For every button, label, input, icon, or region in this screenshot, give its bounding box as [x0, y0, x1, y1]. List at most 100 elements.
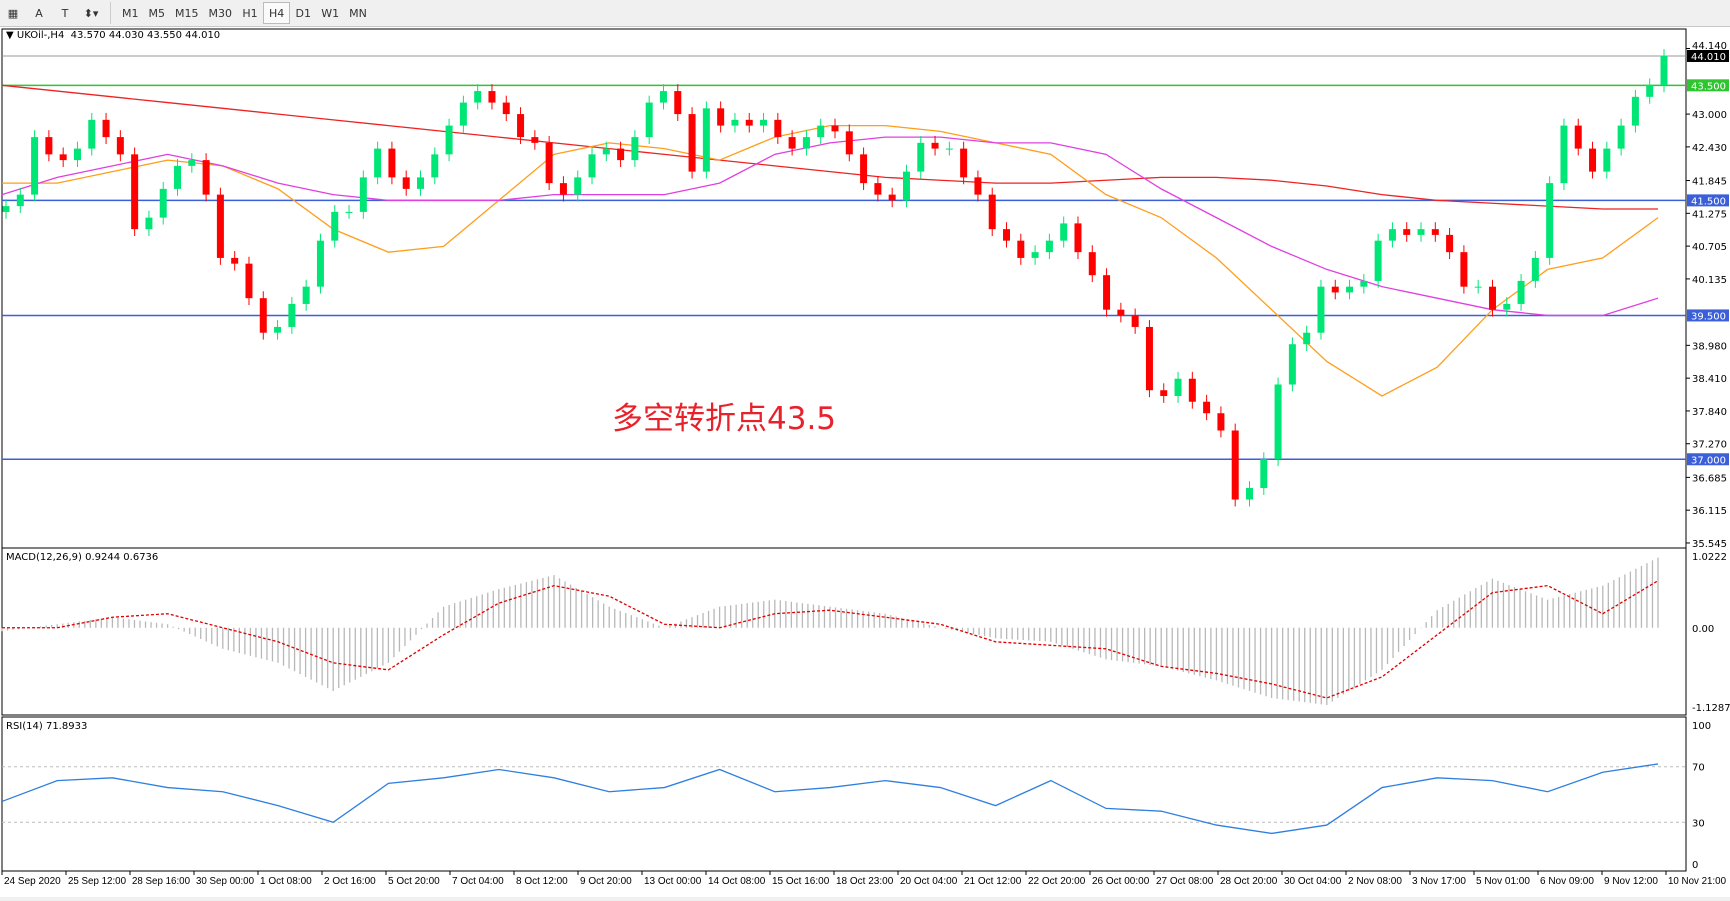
time-label: 27 Oct 08:00 [1156, 876, 1214, 887]
time-label: 9 Nov 12:00 [1604, 876, 1658, 887]
timeframe-h4[interactable]: H4 [263, 2, 291, 24]
timeframe-h1[interactable]: H1 [242, 6, 258, 20]
price-tick-label: 40.135 [1692, 275, 1727, 286]
candle-body [1060, 223, 1068, 241]
time-label: 2 Nov 08:00 [1348, 876, 1402, 887]
text-label-tool-button[interactable]: T [61, 6, 69, 20]
candle-body [1560, 125, 1568, 184]
level-price-tag [1687, 194, 1729, 207]
candle-body [445, 125, 453, 155]
level-price-label: 43.500 [1691, 81, 1726, 92]
candle-body [1617, 125, 1625, 149]
candle-body [1246, 488, 1253, 500]
rsi-tick-label: 30 [1692, 818, 1705, 829]
candle-body [188, 160, 196, 166]
current-price-tag [1687, 49, 1729, 62]
candle-body [231, 257, 239, 264]
candle-body [845, 131, 853, 155]
candle-body [216, 194, 224, 258]
candle-body [974, 177, 982, 195]
chart-canvas[interactable]: 44.140 43.000 42.430 41.845 41.275 40.705 40.1… [0, 27, 1730, 897]
time-label: 1 Oct 08:00 [260, 876, 312, 887]
price-tick-label: 42.430 [1692, 143, 1727, 154]
candle-body [574, 177, 582, 195]
candle-body [917, 142, 925, 172]
timeframe-m5[interactable]: M5 [148, 6, 166, 20]
timeframe-m30[interactable]: M30 [208, 6, 233, 20]
candle-body [1117, 309, 1125, 316]
candle-body [1131, 315, 1139, 327]
timeframe-w1[interactable]: W1 [321, 6, 340, 20]
candle-body [659, 91, 667, 103]
candle-body [1474, 286, 1482, 288]
rsi-tick-label: 70 [1692, 763, 1705, 774]
candle-body [1103, 275, 1111, 310]
timeframe-d1[interactable]: D1 [295, 6, 312, 20]
price-tick-label: 36.115 [1692, 506, 1727, 517]
candle-body [1503, 303, 1511, 310]
timeframe-m1[interactable]: M1 [122, 6, 139, 20]
candle-body [159, 188, 167, 218]
candle-body [1488, 286, 1496, 310]
candle-body [1631, 96, 1639, 126]
candle-body [1431, 229, 1439, 235]
candle-body [245, 263, 253, 299]
candle-body [288, 303, 296, 327]
candle-body [374, 148, 382, 178]
candle-body [1360, 280, 1368, 287]
time-label: 5 Oct 20:00 [388, 876, 440, 887]
grid-icon[interactable]: ▦ [7, 6, 19, 20]
candle-body [45, 137, 53, 155]
time-label: 6 Nov 09:00 [1540, 876, 1594, 887]
time-label: 18 Oct 23:00 [836, 876, 894, 887]
candle-body [1346, 286, 1354, 293]
candle-body [1517, 280, 1525, 304]
candle-body [731, 119, 739, 126]
macd-tick-label: 0.00 [1692, 624, 1714, 635]
candle-body [1174, 378, 1182, 396]
macd-tick-label: 1.0222 [1692, 552, 1727, 563]
text-tool-button[interactable]: A [35, 6, 43, 20]
candle-body [1317, 286, 1325, 333]
candle-body [517, 114, 525, 138]
candle-body [817, 125, 825, 138]
level-price-tag [1687, 453, 1729, 466]
time-label: 30 Oct 04:00 [1284, 876, 1342, 887]
candle-body [902, 171, 910, 201]
chart-window[interactable]: 44.140 43.000 42.430 41.845 41.275 40.705 40.1… [0, 27, 1730, 897]
arrows-tool-icon[interactable]: ⬍▾ [83, 6, 99, 20]
candle-body [1403, 229, 1411, 235]
time-label: 5 Nov 01:00 [1476, 876, 1530, 887]
candle-body [1531, 257, 1539, 281]
candle-body [1074, 223, 1082, 253]
candle-body [1145, 326, 1153, 391]
candle-body [1260, 459, 1268, 489]
candle-body [359, 177, 367, 212]
candle-body [1017, 240, 1025, 258]
candle-body [788, 137, 796, 149]
time-label: 21 Oct 12:00 [964, 876, 1022, 887]
price-tick-label: 43.000 [1692, 110, 1727, 121]
candle-body [474, 91, 482, 103]
candle-body [488, 91, 496, 103]
candle-body [1388, 229, 1396, 241]
time-label: 22 Oct 20:00 [1028, 876, 1086, 887]
time-label: 10 Nov 21:00 [1668, 876, 1726, 887]
rsi-tick-label: 100 [1692, 721, 1711, 732]
candle-body [174, 165, 182, 189]
time-label: 9 Oct 20:00 [580, 876, 632, 887]
level-price-label: 41.500 [1691, 196, 1726, 207]
candle-body [1203, 401, 1211, 414]
candle-body [602, 148, 610, 155]
candle-body [774, 119, 782, 138]
candle-body [1217, 413, 1225, 431]
candle-body [1660, 55, 1668, 86]
timeframe-m15[interactable]: M15 [175, 6, 199, 20]
candle-body [102, 119, 110, 138]
timeframe-mn[interactable]: MN [349, 6, 367, 20]
candle-body [1031, 252, 1039, 258]
time-label: 7 Oct 04:00 [452, 876, 504, 887]
ohlc-values: 43.570 44.030 43.550 44.010 [70, 30, 221, 41]
candle-body [674, 91, 682, 115]
main-pane [1, 28, 1687, 549]
